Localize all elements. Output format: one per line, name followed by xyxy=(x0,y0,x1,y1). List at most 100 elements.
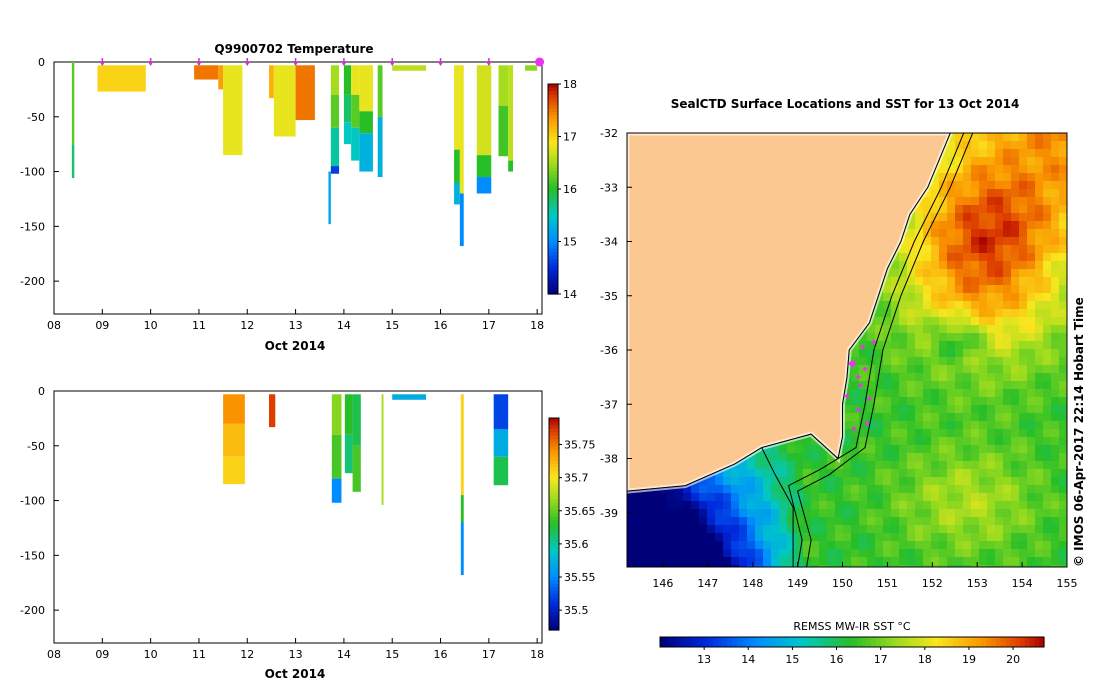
sst-cell xyxy=(875,357,884,366)
sst-cell xyxy=(1035,149,1044,158)
sst-cell xyxy=(987,269,996,278)
sst-cell xyxy=(747,477,756,486)
sst-cell xyxy=(739,549,748,558)
sst-cell xyxy=(843,525,852,534)
sst-cell xyxy=(1043,269,1052,278)
sst-cell xyxy=(1011,293,1020,302)
p1-profile-cell xyxy=(269,65,274,99)
sst-cell xyxy=(891,429,900,438)
sst-cell xyxy=(947,437,956,446)
sst-cell xyxy=(923,317,932,326)
sst-cell xyxy=(979,181,988,190)
sst-cell xyxy=(979,485,988,494)
sst-cell xyxy=(963,133,972,142)
sst-cell xyxy=(1019,253,1028,262)
sst-cell xyxy=(851,565,860,567)
sst-cell xyxy=(843,517,852,526)
sst-cell xyxy=(1019,445,1028,454)
sst-cell xyxy=(843,453,852,462)
p1-y-tick-label: -150 xyxy=(20,220,45,233)
sst-cell xyxy=(1059,189,1067,198)
sst-cell xyxy=(811,445,820,454)
sst-cell xyxy=(955,253,964,262)
sst-cell xyxy=(979,325,988,334)
sst-cell xyxy=(955,277,964,286)
p1-y-tick-label: -200 xyxy=(20,275,45,288)
sst-cell xyxy=(731,533,740,542)
sst-cell xyxy=(963,341,972,350)
sst-cell xyxy=(987,197,996,206)
sst-cell xyxy=(979,493,988,502)
sst-cell xyxy=(1043,149,1052,158)
sst-cell xyxy=(1011,485,1020,494)
sst-cell xyxy=(843,421,852,430)
sst-cell xyxy=(1019,413,1028,422)
p2-x-tick-label: 09 xyxy=(95,648,109,661)
sst-cell xyxy=(947,357,956,366)
sst-cell xyxy=(675,509,684,518)
sst-cell xyxy=(691,525,700,534)
sst-cell xyxy=(987,157,996,166)
sst-cell xyxy=(987,133,996,142)
station-marker xyxy=(851,426,857,432)
sst-cell xyxy=(843,461,852,470)
sst-cell xyxy=(979,381,988,390)
p1-colorbar-step xyxy=(548,98,558,103)
sst-cell xyxy=(979,549,988,558)
sst-cell xyxy=(771,525,780,534)
sst-cell xyxy=(1003,197,1012,206)
sst-cell xyxy=(1011,541,1020,550)
sst-cell xyxy=(699,485,708,494)
sst-cell xyxy=(843,549,852,558)
sst-cell xyxy=(995,285,1004,294)
sst-cell xyxy=(763,549,772,558)
sst-cell xyxy=(835,525,844,534)
sst-cell xyxy=(923,333,932,342)
sst-cell xyxy=(915,493,924,502)
sst-cell xyxy=(771,461,780,470)
sst-cell xyxy=(1003,477,1012,486)
sst-cell xyxy=(755,525,764,534)
sst-cell xyxy=(859,453,868,462)
sst-cell xyxy=(715,533,724,542)
sst-cell xyxy=(1027,173,1036,182)
isobath-line xyxy=(797,133,974,567)
sst-cell xyxy=(1027,165,1036,174)
p1-profile-cell xyxy=(194,65,219,80)
sst-cell xyxy=(675,517,684,526)
p1-colorbar-step xyxy=(548,227,558,232)
sst-cell xyxy=(987,525,996,534)
sst-cell xyxy=(867,549,876,558)
sst-cell xyxy=(987,557,996,566)
sst-cell xyxy=(875,381,884,390)
sst-cell xyxy=(963,565,972,567)
sst-cell xyxy=(875,565,884,567)
sst-cell xyxy=(723,549,732,558)
sst-cell xyxy=(987,501,996,510)
sst-cell xyxy=(947,397,956,406)
sst-colorbar-step xyxy=(847,637,853,647)
sst-cell xyxy=(859,557,868,566)
sst-cell xyxy=(787,525,796,534)
sst-cell xyxy=(1051,149,1060,158)
sst-cell xyxy=(1043,485,1052,494)
sst-cell xyxy=(1003,317,1012,326)
sst-cell xyxy=(859,485,868,494)
sst-cell xyxy=(1027,477,1036,486)
sst-cell xyxy=(931,493,940,502)
sst-cell xyxy=(955,501,964,510)
sst-cell xyxy=(1043,157,1052,166)
sst-cell xyxy=(963,349,972,358)
sst-cell xyxy=(851,429,860,438)
sst-cell xyxy=(971,221,980,230)
sst-cell xyxy=(1059,261,1067,270)
sst-cell xyxy=(939,501,948,510)
sst-cell xyxy=(899,477,908,486)
sst-colorbar-step xyxy=(972,637,978,647)
sst-cell xyxy=(1027,517,1036,526)
sst-cell xyxy=(819,445,828,454)
sst-cell xyxy=(675,493,684,502)
p1-profile-cell xyxy=(454,65,460,150)
sst-cell xyxy=(1059,453,1067,462)
sst-cell xyxy=(1003,365,1012,374)
